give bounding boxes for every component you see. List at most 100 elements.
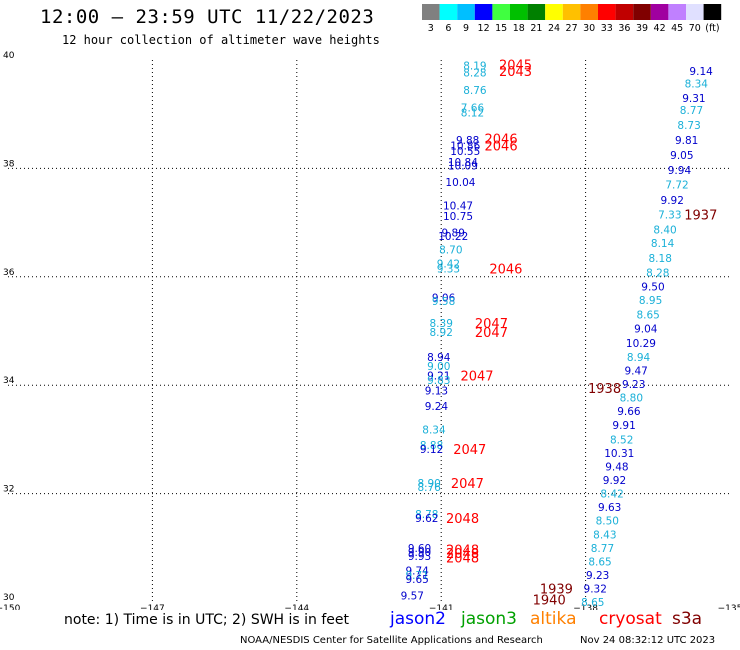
wave-height-point: 10.75 <box>443 211 473 223</box>
wave-height-point: 8.12 <box>461 108 484 120</box>
pass-time-label: 2047 <box>453 443 486 458</box>
pass-time-label: 2047 <box>451 477 484 492</box>
wave-height-point: 8.95 <box>639 295 662 307</box>
pass-time-label: 2048 <box>446 547 479 562</box>
wave-height-point: 10.86 <box>450 141 480 153</box>
pass-time-label: 2048 <box>446 543 479 558</box>
x-tick-label: −135 <box>718 604 740 610</box>
generated-timestamp: Nov 24 08:32:12 UTC 2023 <box>580 635 716 646</box>
wave-height-point: 8.92 <box>430 327 453 339</box>
wave-height-point: 10.84 <box>448 157 478 169</box>
wave-height-point: 10.29 <box>626 338 656 350</box>
x-tick-label: −141 <box>429 604 454 610</box>
pass-time-label: 2047 <box>475 317 508 332</box>
wave-height-point: 8.19 <box>463 60 486 72</box>
legend-label: 42 <box>654 23 666 34</box>
wave-height-point: 8.73 <box>677 120 700 132</box>
pass-time-label: 1939 <box>540 582 573 597</box>
wave-height-point: 9.50 <box>641 282 664 294</box>
wave-height-point: 9.92 <box>661 195 684 207</box>
legend-satellite-altika: altika <box>530 609 577 629</box>
legend-swatch <box>545 4 563 20</box>
wave-height-point: 8.65 <box>581 597 604 609</box>
wave-height-point: 9.66 <box>617 406 641 418</box>
pass-time-label: 2048 <box>446 512 479 527</box>
x-tick-label: −144 <box>284 604 309 610</box>
pass-time-label: 1938 <box>588 382 621 397</box>
chart-title: 12:00 — 23:59 UTC 11/22/2023 <box>40 6 375 28</box>
legend-label: (ft) <box>705 23 719 34</box>
wave-height-point: 9.12 <box>420 444 443 456</box>
wave-height-point: 9.57 <box>401 590 424 602</box>
legend-label: 9 <box>463 23 469 34</box>
wave-height-point: 8.50 <box>596 516 619 528</box>
pass-time-label: 1940 <box>533 593 566 608</box>
wave-height-point: 9.62 <box>415 513 438 525</box>
legend-swatch <box>439 4 458 20</box>
wave-height-point: 8.94 <box>627 352 651 364</box>
wave-height-point: 9.47 <box>624 366 647 378</box>
wave-height-point: 9.91 <box>612 420 635 432</box>
legend-label: 27 <box>566 23 578 34</box>
wave-height-point: 9.13 <box>425 386 448 398</box>
legend-label: 15 <box>495 23 507 34</box>
legend-satellite-jason3: jason3 <box>461 609 517 629</box>
wave-height-point: 9.23 <box>622 379 645 391</box>
legend-swatch <box>422 4 440 20</box>
wave-height-point: 9.83 <box>427 375 450 387</box>
wave-height-point: 8.34 <box>685 78 709 90</box>
legend-label: 70 <box>689 23 701 34</box>
legend-swatch <box>510 4 528 20</box>
legend-label: 33 <box>601 23 613 34</box>
wave-height-point: 7.33 <box>658 209 681 221</box>
pass-time-label: 2046 <box>489 263 522 278</box>
wave-height-point: 9.65 <box>405 574 428 586</box>
wave-height-point: 9.92 <box>603 475 626 487</box>
wave-height-point: 9.58 <box>432 296 455 308</box>
x-tick-label: −147 <box>140 604 165 610</box>
wave-height-point: 8.40 <box>653 225 676 237</box>
chart-subtitle: 12 hour collection of altimeter wave hei… <box>62 33 380 47</box>
color-scale-legend: 3 6 9 12 15 18 21 24 27 30 33 36 39 42 45 70 (ft) <box>422 4 722 34</box>
pass-time-label: 2046 <box>485 133 518 148</box>
wave-height-point: 7.66 <box>461 103 485 115</box>
wave-height-point: 9.90 <box>408 547 431 559</box>
y-tick-label: 30 <box>3 593 15 603</box>
wave-height-point: 8.70 <box>439 245 462 257</box>
wave-height-point: 10.04 <box>445 177 475 189</box>
wave-height-point: 8.88 <box>420 440 443 452</box>
wave-height-point: 9.21 <box>427 370 450 382</box>
wave-height-point: 8.77 <box>680 105 703 117</box>
wave-height-point: 8.94 <box>427 352 451 364</box>
legend-label: 30 <box>583 23 595 34</box>
wave-height-point: 8.28 <box>646 267 669 279</box>
wave-height-point: 9.42 <box>437 258 460 270</box>
footer-note: note: 1) Time is in UTC; 2) SWH is in fe… <box>64 612 350 628</box>
legend-label: 21 <box>530 23 542 34</box>
x-tick-label: −150 <box>0 604 21 610</box>
wave-height-point: 7.72 <box>665 180 688 192</box>
legend-satellite-jason2: jason2 <box>390 609 446 629</box>
y-tick-label: 32 <box>3 485 14 495</box>
pass-time-label: 2047 <box>475 326 508 341</box>
wave-height-point: 8.42 <box>600 489 623 501</box>
pass-time-label: 2045 <box>499 58 532 73</box>
wave-height-point: 8.28 <box>463 67 486 79</box>
pass-time-label: 1937 <box>684 208 717 223</box>
wave-height-point: 8.77 <box>591 543 614 555</box>
legend-swatch <box>580 4 598 20</box>
legend-swatch <box>562 4 581 20</box>
wave-height-point: 9.94 <box>668 165 692 177</box>
wave-height-point: 8.14 <box>651 238 675 250</box>
pass-time-label: 2043 <box>499 65 532 80</box>
wave-height-point: 8.34 <box>422 425 446 437</box>
wave-height-point: 9.60 <box>408 543 431 555</box>
wave-height-point: 8.65 <box>636 310 659 322</box>
y-tick-label: 34 <box>3 376 15 386</box>
wave-height-point: 9.00 <box>427 361 450 373</box>
wave-height-point: 9.93 <box>408 551 431 563</box>
y-tick-label: 40 <box>3 51 15 61</box>
wave-height-point: 9.06 <box>432 292 456 304</box>
wave-height-point: 9.48 <box>605 462 628 474</box>
legend-swatch <box>474 4 493 20</box>
